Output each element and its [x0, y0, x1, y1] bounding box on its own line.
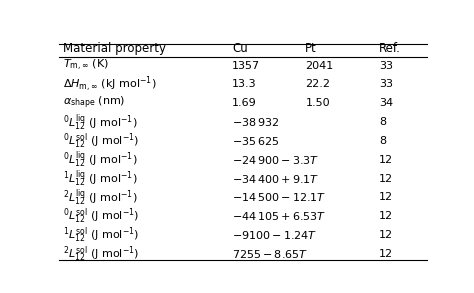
Text: $7255 - 8.65T$: $7255 - 8.65T$: [232, 248, 308, 260]
Text: 12: 12: [379, 230, 393, 240]
Text: ${}^{2}L_{12}^{\rm liq}$ (J mol$^{-1}$): ${}^{2}L_{12}^{\rm liq}$ (J mol$^{-1}$): [63, 187, 137, 208]
Text: 12: 12: [379, 211, 393, 221]
Text: $T_{\rm m,\infty}$ (K): $T_{\rm m,\infty}$ (K): [63, 58, 109, 73]
Text: ${}^{0}L_{12}^{\rm liq}$ (J mol$^{-1}$): ${}^{0}L_{12}^{\rm liq}$ (J mol$^{-1}$): [63, 112, 137, 132]
Text: 1.50: 1.50: [305, 98, 330, 108]
Text: 34: 34: [379, 98, 393, 108]
Text: ${}^{0}L_{12}^{\rm liq}$ (J mol$^{-1}$): ${}^{0}L_{12}^{\rm liq}$ (J mol$^{-1}$): [63, 149, 137, 170]
Text: Pt: Pt: [305, 42, 317, 55]
Text: 12: 12: [379, 193, 393, 202]
Text: 33: 33: [379, 79, 393, 89]
Text: $-34\,400 + 9.1T$: $-34\,400 + 9.1T$: [232, 173, 319, 185]
Text: 12: 12: [379, 174, 393, 184]
Text: $-35\,625$: $-35\,625$: [232, 135, 279, 147]
Text: ${}^{1}L_{12}^{\rm liq}$ (J mol$^{-1}$): ${}^{1}L_{12}^{\rm liq}$ (J mol$^{-1}$): [63, 168, 137, 189]
Text: 22.2: 22.2: [305, 79, 330, 89]
Text: 8: 8: [379, 136, 386, 146]
Text: $-24\,900 - 3.3T$: $-24\,900 - 3.3T$: [232, 154, 319, 166]
Text: $-38\,932$: $-38\,932$: [232, 116, 279, 128]
Text: $-9100 - 1.24T$: $-9100 - 1.24T$: [232, 229, 317, 241]
Text: $\alpha_{\rm shape}$ (nm): $\alpha_{\rm shape}$ (nm): [63, 95, 125, 112]
Text: 1357: 1357: [232, 61, 260, 71]
Text: 1.69: 1.69: [232, 98, 256, 108]
Text: ${}^{0}L_{12}^{\rm sol}$ (J mol$^{-1}$): ${}^{0}L_{12}^{\rm sol}$ (J mol$^{-1}$): [63, 207, 139, 226]
Text: Cu: Cu: [232, 42, 247, 55]
Text: 13.3: 13.3: [232, 79, 256, 89]
Text: $\Delta H_{\rm m,\infty}$ (kJ mol$^{-1}$): $\Delta H_{\rm m,\infty}$ (kJ mol$^{-1}$…: [63, 75, 156, 94]
Text: $-14\,500 - 12.1T$: $-14\,500 - 12.1T$: [232, 192, 327, 203]
Text: ${}^{1}L_{12}^{\rm sol}$ (J mol$^{-1}$): ${}^{1}L_{12}^{\rm sol}$ (J mol$^{-1}$): [63, 225, 139, 245]
Text: 12: 12: [379, 249, 393, 259]
Text: 12: 12: [379, 155, 393, 165]
Text: Ref.: Ref.: [379, 42, 401, 55]
Text: ${}^{0}L_{12}^{\rm sol}$ (J mol$^{-1}$): ${}^{0}L_{12}^{\rm sol}$ (J mol$^{-1}$): [63, 131, 139, 151]
Text: 33: 33: [379, 61, 393, 71]
Text: ${}^{2}L_{12}^{\rm sol}$ (J mol$^{-1}$): ${}^{2}L_{12}^{\rm sol}$ (J mol$^{-1}$): [63, 244, 139, 264]
Text: Material property: Material property: [63, 42, 166, 55]
Text: 8: 8: [379, 117, 386, 127]
Text: $-44\,105 + 6.53T$: $-44\,105 + 6.53T$: [232, 210, 327, 222]
Text: 2041: 2041: [305, 61, 334, 71]
